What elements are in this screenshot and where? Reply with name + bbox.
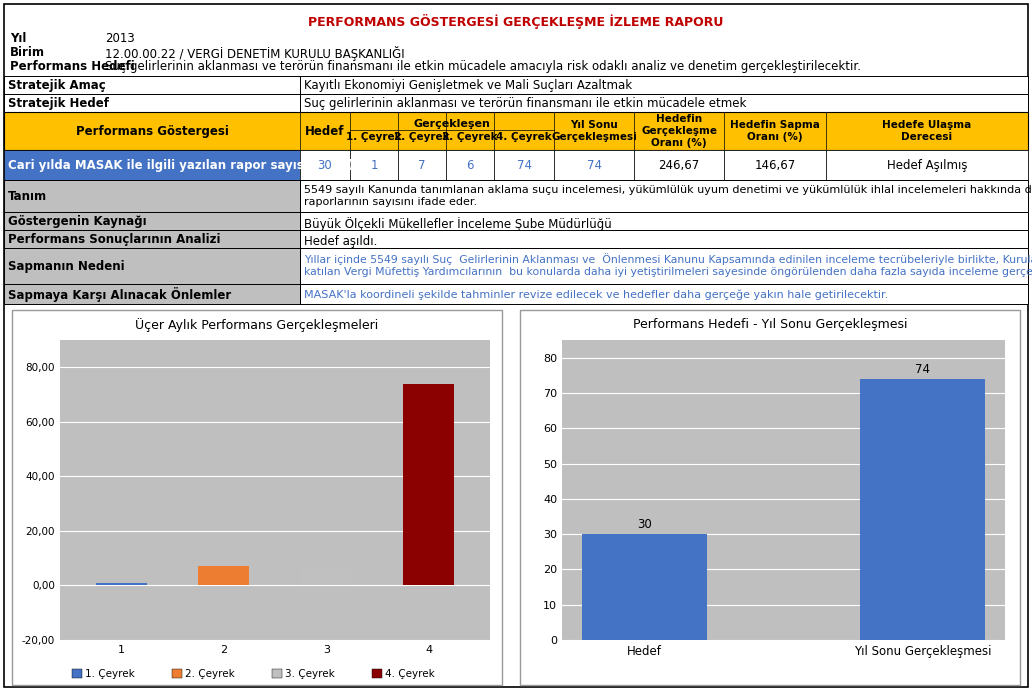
Bar xyxy=(398,150,446,180)
Text: 3. Çeyrek: 3. Çeyrek xyxy=(285,669,334,679)
Text: Performans Sonuçlarının Analizi: Performans Sonuçlarının Analizi xyxy=(8,232,221,245)
Bar xyxy=(4,284,300,304)
Text: Hedef: Hedef xyxy=(305,124,345,138)
Text: Hedefe Ulaşma
Derecesi: Hedefe Ulaşma Derecesi xyxy=(882,120,971,142)
Bar xyxy=(4,76,1028,94)
Bar xyxy=(402,384,454,585)
Bar xyxy=(172,669,182,678)
Bar xyxy=(300,284,1028,304)
Text: 74: 74 xyxy=(516,158,531,171)
Text: Kayıtlı Ekonomiyi Genişletmek ve Mali Suçları Azaltmak: Kayıtlı Ekonomiyi Genişletmek ve Mali Su… xyxy=(304,79,633,91)
Bar xyxy=(554,150,634,180)
Text: Hedefin Sapma
Oranı (%): Hedefin Sapma Oranı (%) xyxy=(730,120,820,142)
Bar xyxy=(724,150,826,180)
Bar xyxy=(4,112,1028,150)
Text: Yıl Sonu
Gerçekleşmesi: Yıl Sonu Gerçekleşmesi xyxy=(551,120,637,142)
Text: Sapmanın Nedeni: Sapmanın Nedeni xyxy=(8,260,125,272)
Text: Sapmaya Karşı Alınacak Önlemler: Sapmaya Karşı Alınacak Önlemler xyxy=(8,287,231,301)
Text: Tanım: Tanım xyxy=(8,189,47,202)
Text: 30: 30 xyxy=(637,518,652,531)
Text: 12.00.00.22 / VERGİ DENETİM KURULU BAŞKANLIĞI: 12.00.00.22 / VERGİ DENETİM KURULU BAŞKA… xyxy=(105,46,405,61)
Text: Hedef Aşılmış: Hedef Aşılmış xyxy=(886,158,967,171)
Text: 2013: 2013 xyxy=(105,32,135,45)
Bar xyxy=(300,248,1028,284)
Text: 4. Çeyrek: 4. Çeyrek xyxy=(385,669,434,679)
Text: 1. Çeyrek: 1. Çeyrek xyxy=(85,669,135,679)
Bar xyxy=(96,583,147,585)
Bar xyxy=(582,534,707,640)
Bar xyxy=(12,310,502,685)
Bar xyxy=(300,212,1028,230)
Bar xyxy=(300,230,1028,248)
Text: Cari yılda MASAK ile ilgili yazılan rapor sayısı (Adet): Cari yılda MASAK ile ilgili yazılan rapo… xyxy=(8,158,354,171)
Bar xyxy=(4,150,300,180)
Bar xyxy=(4,212,300,230)
Text: Yıl: Yıl xyxy=(10,32,27,45)
Text: Hedefin
Gerçekleşme
Oranı (%): Hedefin Gerçekleşme Oranı (%) xyxy=(641,115,717,148)
Bar xyxy=(4,248,300,284)
Text: 246,67: 246,67 xyxy=(658,158,700,171)
Text: Performans Göstergesi: Performans Göstergesi xyxy=(75,124,228,138)
Text: Göstergenin Kaynağı: Göstergenin Kaynağı xyxy=(8,214,147,227)
Text: Performans Hedefi - Yıl Sonu Gerçekleşmesi: Performans Hedefi - Yıl Sonu Gerçekleşme… xyxy=(633,318,907,331)
Text: 2. Çeyrek: 2. Çeyrek xyxy=(185,669,234,679)
Bar xyxy=(198,567,250,585)
Text: Üçer Aylık Performans Gerçekleşmeleri: Üçer Aylık Performans Gerçekleşmeleri xyxy=(135,318,379,332)
Text: Gerçekleşen: Gerçekleşen xyxy=(414,119,490,129)
Bar xyxy=(72,669,82,678)
Bar xyxy=(300,180,1028,212)
Text: MASAK'la koordineli şekilde tahminler revize edilecek ve hedefler daha gerçeğe y: MASAK'la koordineli şekilde tahminler re… xyxy=(304,289,889,299)
Text: 146,67: 146,67 xyxy=(754,158,796,171)
Bar xyxy=(520,310,1020,685)
Bar xyxy=(4,94,1028,112)
Text: 3. Çeyrek: 3. Çeyrek xyxy=(442,132,497,142)
Text: Suç gelirlerinin aklanması ve terörün finansmanı ile etkin mücadele amacıyla ris: Suç gelirlerinin aklanması ve terörün fi… xyxy=(105,60,861,73)
Bar xyxy=(634,150,724,180)
Text: 74: 74 xyxy=(586,158,602,171)
Bar xyxy=(372,669,382,678)
Bar xyxy=(494,150,554,180)
Bar xyxy=(300,150,350,180)
Bar xyxy=(4,180,300,212)
Bar xyxy=(272,669,282,678)
Text: Hedef aşıldı.: Hedef aşıldı. xyxy=(304,235,378,248)
Text: PERFORMANS GÖSTERGESİ GERÇEKLEŞME İZLEME RAPORU: PERFORMANS GÖSTERGESİ GERÇEKLEŞME İZLEME… xyxy=(309,14,723,29)
Bar xyxy=(300,569,352,585)
Text: Stratejik Amaç: Stratejik Amaç xyxy=(8,79,105,91)
Bar xyxy=(350,150,398,180)
Text: Birim: Birim xyxy=(10,46,45,59)
Text: 7: 7 xyxy=(418,158,426,171)
Text: Yıllar içinde 5549 sayılı Suç  Gelirlerinin Aklanması ve  Önlenmesi Kanunu Kapsa: Yıllar içinde 5549 sayılı Suç Gelirlerin… xyxy=(304,253,1032,276)
Text: 6: 6 xyxy=(466,158,474,171)
Bar xyxy=(826,150,1028,180)
Text: 30: 30 xyxy=(318,158,332,171)
Text: 1: 1 xyxy=(370,158,378,171)
Text: 5549 sayılı Kanunda tanımlanan aklama suçu incelemesi, yükümlülük uyum denetimi : 5549 sayılı Kanunda tanımlanan aklama su… xyxy=(304,185,1032,207)
Text: Büyük Ölçekli Mükellefler İnceleme Şube Müdürlüğü: Büyük Ölçekli Mükellefler İnceleme Şube … xyxy=(304,217,612,231)
Text: Performans Hedefi: Performans Hedefi xyxy=(10,60,135,73)
Text: 4. Çeyrek: 4. Çeyrek xyxy=(496,132,552,142)
Bar xyxy=(4,230,300,248)
Text: 1. Çeyrek: 1. Çeyrek xyxy=(346,132,401,142)
Bar xyxy=(446,150,494,180)
Text: 2. Çeyrek: 2. Çeyrek xyxy=(394,132,450,142)
Bar xyxy=(860,379,985,640)
Text: Suç gelirlerinin aklanması ve terörün finansmanı ile etkin mücadele etmek: Suç gelirlerinin aklanması ve terörün fi… xyxy=(304,97,746,109)
Text: Stratejik Hedef: Stratejik Hedef xyxy=(8,97,109,109)
Text: 74: 74 xyxy=(915,363,930,376)
